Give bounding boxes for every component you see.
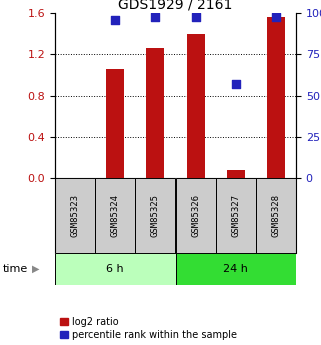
Text: 24 h: 24 h [223, 264, 248, 274]
Bar [55, 253, 176, 285]
Bar [267, 17, 285, 178]
Text: GSM85326: GSM85326 [191, 194, 200, 237]
Text: 6 h: 6 h [107, 264, 124, 274]
Bar [216, 178, 256, 253]
Bar [55, 178, 95, 253]
Bar [187, 33, 204, 178]
Bar [106, 69, 124, 178]
Legend: log2 ratio, percentile rank within the sample: log2 ratio, percentile rank within the s… [60, 317, 237, 340]
Text: GSM85323: GSM85323 [71, 194, 80, 237]
Bar [146, 48, 164, 178]
Bar [135, 178, 176, 253]
Bar [176, 178, 216, 253]
Text: GSM85325: GSM85325 [151, 194, 160, 237]
Bar [95, 178, 135, 253]
Text: GSM85328: GSM85328 [272, 194, 281, 237]
Bar [256, 178, 296, 253]
Text: ▶: ▶ [32, 264, 39, 274]
Point [233, 81, 238, 87]
Text: GSM85324: GSM85324 [111, 194, 120, 237]
Point [193, 14, 198, 20]
Point [153, 14, 158, 20]
Text: GSM85327: GSM85327 [231, 194, 240, 237]
Bar [176, 253, 296, 285]
Title: GDS1929 / 2161: GDS1929 / 2161 [118, 0, 233, 12]
Text: time: time [3, 264, 29, 274]
Point [113, 17, 118, 22]
Bar [227, 170, 245, 178]
Point [273, 14, 279, 20]
